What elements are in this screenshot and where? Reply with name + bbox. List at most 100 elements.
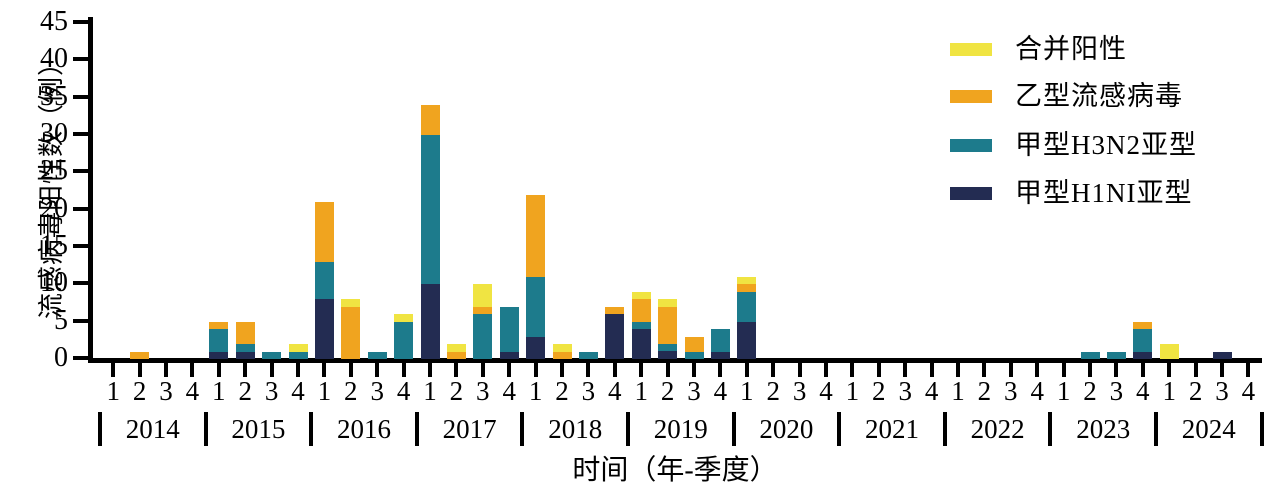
quarter-tick-mark — [164, 363, 168, 377]
quarter-tick-mark — [1167, 363, 1172, 377]
y-tick-label: 10 — [40, 267, 68, 299]
bar-segment — [631, 299, 651, 322]
quarter-tick-mark — [771, 363, 776, 377]
bar-segment — [473, 314, 493, 359]
quarter-tick-mark — [744, 363, 749, 377]
quarter-tick-label: 3 — [1109, 376, 1124, 406]
year-label: 2014 — [125, 414, 180, 444]
legend-label: 甲型H3N2亚型 — [1015, 130, 1197, 160]
bar-2016-3 — [367, 351, 387, 359]
bar-segment — [552, 351, 572, 359]
quarter-tick-mark — [1088, 363, 1092, 377]
quarter-tick-mark — [401, 363, 406, 377]
quarter-tick-label: 1 — [1056, 376, 1071, 406]
y-tick-mark — [73, 206, 89, 211]
y-tick-mark — [73, 20, 89, 24]
quarter-tick-mark — [111, 363, 116, 377]
bar-segment — [341, 306, 361, 359]
bar-segment — [314, 261, 334, 300]
quarter-tick-label: 1 — [951, 376, 965, 406]
bar-segment — [1133, 321, 1153, 330]
legend-row-copositive: 合并阳性 — [945, 34, 1275, 64]
quarter-tick-mark — [1114, 363, 1119, 377]
quarter-tick-mark — [850, 363, 855, 377]
bar-2015-2 — [235, 321, 255, 359]
quarter-tick-label: 3 — [1215, 376, 1229, 406]
y-tick-label: 30 — [40, 118, 68, 149]
quarter-tick-label: 1 — [1162, 376, 1176, 406]
quarter-tick-label: 1 — [106, 376, 120, 406]
bar-segment — [446, 344, 466, 352]
bar-2016-4 — [394, 314, 414, 359]
bar-segment — [658, 351, 678, 359]
quarter-tick-label: 1 — [528, 376, 543, 406]
h1n1-swatch — [950, 187, 992, 200]
quarter-tick-label: 1 — [423, 376, 437, 406]
bar-segment — [235, 321, 255, 345]
y-tick-mark — [73, 356, 89, 360]
bar-2018-2 — [552, 344, 572, 359]
bar-segment — [420, 134, 440, 285]
bar-segment — [314, 299, 334, 359]
bar-2018-1 — [526, 194, 546, 359]
year-label: 2021 — [864, 414, 919, 444]
quarter-tick-label: 4 — [713, 376, 728, 406]
bar-2019-2 — [658, 299, 678, 359]
quarter-tick-mark — [876, 363, 881, 377]
year-label: 2018 — [548, 414, 603, 444]
quarter-tick-label: 3 — [264, 376, 279, 406]
y-tick-mark — [73, 244, 89, 248]
bar-segment — [235, 351, 255, 359]
quarter-tick-mark — [612, 363, 617, 377]
bar-2024-1 — [1159, 344, 1179, 359]
quarter-tick-mark — [718, 363, 723, 377]
year-divider — [942, 412, 947, 446]
quarter-tick-mark — [454, 363, 459, 377]
bar-segment — [1212, 351, 1232, 359]
quarter-tick-label: 4 — [1241, 376, 1256, 406]
bar-2017-3 — [473, 284, 493, 359]
quarter-tick-label: 3 — [370, 376, 384, 406]
bar-segment — [684, 351, 704, 359]
quarter-tick-mark — [507, 363, 512, 377]
bar-segment — [262, 351, 282, 359]
year-label: 2016 — [336, 414, 391, 444]
bar-2019-4 — [710, 329, 730, 359]
quarter-tick-label: 3 — [581, 376, 596, 406]
influenza-b-swatch — [950, 90, 992, 103]
quarter-tick-label: 1 — [317, 376, 332, 406]
quarter-tick-label: 2 — [872, 376, 886, 406]
bar-2019-3 — [684, 336, 704, 359]
y-tick-label: 40 — [40, 43, 68, 75]
bar-segment — [578, 351, 598, 359]
bar-segment — [684, 336, 704, 352]
bar-segment — [552, 344, 572, 352]
y-tick-label: 5 — [54, 304, 68, 336]
bar-segment — [737, 276, 757, 285]
year-label: 2022 — [970, 414, 1025, 444]
bar-2015-3 — [262, 351, 282, 359]
bar-segment — [631, 291, 651, 300]
quarter-tick-label: 3 — [687, 376, 701, 406]
legend-label: 甲型H1NI亚型 — [1015, 178, 1193, 208]
quarter-tick-mark — [190, 363, 195, 377]
bar-segment — [658, 344, 678, 352]
bar-2019-1 — [631, 291, 651, 359]
bar-segment — [130, 351, 150, 359]
quarter-tick-label: 2 — [660, 376, 675, 406]
year-divider — [837, 412, 842, 446]
year-label: 2024 — [1181, 414, 1236, 444]
bar-2017-2 — [446, 344, 466, 359]
quarter-tick-mark — [824, 363, 828, 377]
bar-segment — [420, 284, 440, 359]
quarter-tick-label: 2 — [1188, 376, 1203, 406]
quarter-tick-mark — [428, 363, 432, 377]
quarter-tick-mark — [243, 363, 248, 377]
quarter-tick-label: 2 — [132, 376, 147, 406]
bar-segment — [631, 321, 651, 330]
bar-2018-4 — [605, 306, 625, 359]
bar-segment — [605, 306, 625, 315]
bar-segment — [209, 321, 229, 330]
bar-segment — [314, 202, 334, 262]
